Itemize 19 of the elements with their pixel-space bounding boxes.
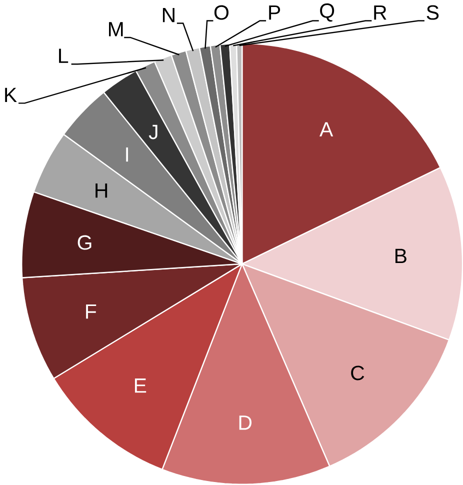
slice-label: Q bbox=[320, 3, 334, 22]
slice-label: D bbox=[239, 416, 252, 430]
slice-label: B bbox=[395, 248, 406, 263]
slice-label: E bbox=[134, 378, 146, 393]
slice-label: A bbox=[319, 122, 334, 136]
slice-label: M bbox=[108, 22, 123, 36]
slice-label: I bbox=[126, 147, 128, 162]
slice-label: O bbox=[214, 5, 228, 20]
slice-label: R bbox=[374, 5, 386, 20]
slice-label: H bbox=[96, 183, 107, 198]
slice-label: J bbox=[148, 124, 158, 140]
slice-label: F bbox=[86, 304, 96, 319]
slice-label: C bbox=[351, 366, 364, 380]
slice-label: K bbox=[5, 88, 17, 102]
slice-label: L bbox=[58, 48, 68, 63]
slice-label: N bbox=[162, 8, 174, 22]
slice-label: G bbox=[78, 235, 92, 250]
slice-label: S bbox=[426, 5, 439, 20]
slice-label: P bbox=[269, 5, 280, 20]
